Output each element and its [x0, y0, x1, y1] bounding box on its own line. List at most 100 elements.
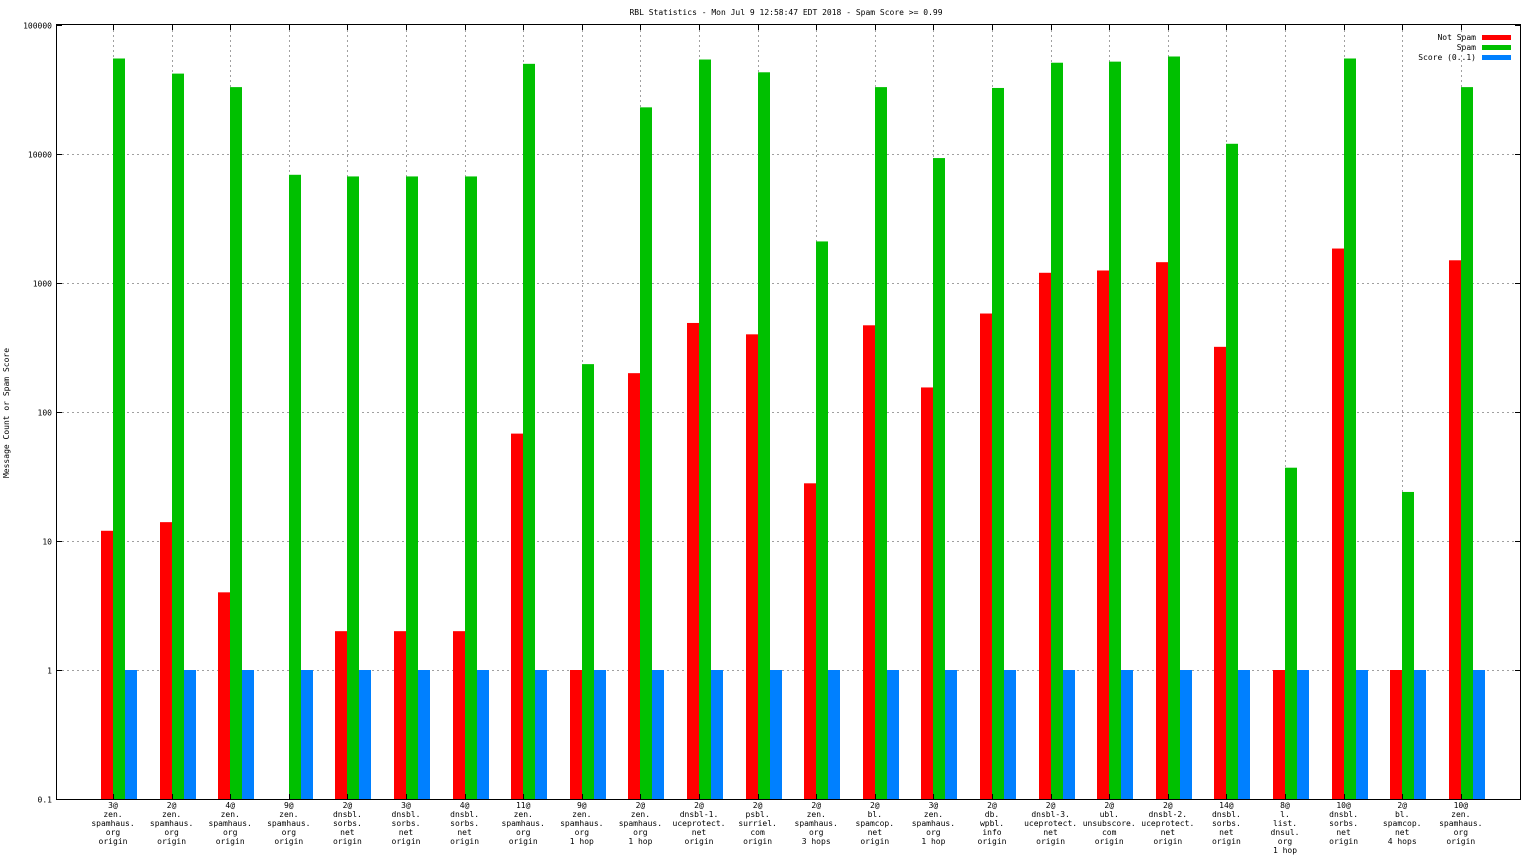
bar-not-spam — [1039, 272, 1051, 799]
bar-score-0-1 — [125, 670, 137, 799]
bar-score-0-1 — [1356, 670, 1368, 799]
bar-not-spam — [1214, 346, 1226, 799]
legend-label: Spam — [1457, 43, 1476, 52]
bar-score-0-1 — [242, 670, 254, 799]
bar-spam — [758, 72, 770, 799]
bar-spam — [172, 73, 184, 800]
bar-not-spam — [921, 387, 933, 799]
bar-score-0-1 — [1414, 670, 1426, 799]
bar-spam — [347, 176, 359, 800]
y-tick-label: 10 — [42, 538, 52, 547]
x-tick-label: 2@ zen. spamhaus. org 1 hop — [619, 801, 662, 846]
x-tick-label: 11@ zen. spamhaus. org origin — [502, 801, 545, 846]
x-tick-label: 3@ zen. spamhaus. org 1 hop — [912, 801, 955, 846]
bar-spam — [640, 107, 652, 800]
x-tick-label: 4@ dnsbl. sorbs. net origin — [450, 801, 479, 846]
bar-not-spam — [863, 325, 875, 799]
bar-not-spam — [687, 322, 699, 799]
x-tick-label: 2@ dnsbl-2. uceprotect. net origin — [1141, 801, 1194, 846]
bar-spam — [699, 59, 711, 800]
bar-not-spam — [335, 631, 347, 799]
x-tick-label: 2@ bl. spamcop. net 4 hops — [1383, 801, 1422, 846]
bar-spam — [1285, 467, 1297, 799]
y-tick-label: 1 — [47, 667, 52, 676]
bar-spam — [992, 87, 1004, 800]
bar-not-spam — [1449, 260, 1461, 799]
bar-spam — [582, 364, 594, 799]
bar-not-spam — [394, 631, 406, 799]
y-tick-label: 100000 — [23, 22, 52, 31]
bar-spam — [465, 176, 477, 800]
x-tick-label: 3@ zen. spamhaus. org origin — [91, 801, 134, 846]
y-tick-label: 100 — [38, 409, 53, 418]
bar-score-0-1 — [1004, 670, 1016, 799]
bar-not-spam — [101, 530, 113, 799]
bar-spam — [1402, 491, 1414, 799]
bar-spam — [1109, 61, 1121, 800]
y-tick-label: 10000 — [28, 151, 52, 160]
x-tick-label: 10@ zen. spamhaus. org origin — [1439, 801, 1482, 846]
bar-score-0-1 — [1473, 670, 1485, 799]
bar-score-0-1 — [594, 670, 606, 799]
x-tick-label: 14@ dnsbl. sorbs. net origin — [1212, 801, 1241, 846]
x-axis-ticks: 3@ zen. spamhaus. org origin 2@ zen. spamhaus. o… — [91, 25, 1482, 855]
bar-spam — [1051, 62, 1063, 799]
x-tick-label: 2@ db. wpbl. info origin — [978, 801, 1007, 846]
legend-swatch — [1482, 45, 1511, 50]
x-tick-label: 4@ zen. spamhaus. org origin — [209, 801, 252, 846]
bar-spam — [1344, 58, 1356, 799]
bar-score-0-1 — [418, 670, 430, 799]
bar-spam — [523, 63, 535, 799]
legend-swatch — [1482, 35, 1511, 40]
bar-spam — [816, 241, 828, 799]
bar-score-0-1 — [1121, 670, 1133, 799]
bar-spam — [230, 87, 242, 800]
bar-spam — [1461, 87, 1473, 800]
bar-score-0-1 — [1297, 670, 1309, 799]
bar-not-spam — [160, 522, 172, 799]
x-tick-label: 9@ zen. spamhaus. org origin — [267, 801, 310, 846]
x-tick-label: 3@ dnsbl. sorbs. net origin — [392, 801, 421, 846]
y-tick-label: 1000 — [33, 280, 52, 289]
legend-swatch — [1482, 55, 1511, 60]
bar-not-spam — [1097, 270, 1109, 799]
bar-spam — [933, 158, 945, 800]
x-tick-label: 2@ dnsbl. sorbs. net origin — [333, 801, 362, 846]
bar-not-spam — [746, 334, 758, 799]
bar-score-0-1 — [652, 670, 664, 799]
x-tick-label: 10@ dnsbl. sorbs. net origin — [1329, 801, 1358, 846]
bar-score-0-1 — [359, 670, 371, 799]
bar-not-spam — [218, 592, 230, 799]
bar-score-0-1 — [828, 670, 840, 799]
bar-score-0-1 — [770, 670, 782, 799]
y-axis-ticks: 0.1 1 10 100 1000 10000 100000 — [23, 22, 1520, 805]
bar-spam — [875, 87, 887, 800]
bar-not-spam — [804, 483, 816, 799]
bar-not-spam — [1156, 262, 1168, 799]
bar-spam — [113, 58, 125, 799]
bar-score-0-1 — [535, 670, 547, 799]
y-axis-label: Message Count or Spam Score — [2, 348, 11, 478]
bars-group — [101, 56, 1485, 800]
bar-score-0-1 — [887, 670, 899, 799]
x-tick-label: 9@ zen. spamhaus. org 1 hop — [560, 801, 603, 846]
bar-not-spam — [628, 373, 640, 799]
plot-frame — [56, 24, 1521, 800]
bar-not-spam — [980, 313, 992, 799]
x-tick-label: 2@ psbl. surriel. com origin — [738, 801, 777, 846]
chart-title: RBL Statistics - Mon Jul 9 12:58:47 EDT … — [629, 8, 942, 17]
bar-not-spam — [1273, 670, 1285, 799]
bar-not-spam — [453, 631, 465, 799]
bar-not-spam — [570, 670, 582, 799]
bar-spam — [289, 174, 301, 800]
bar-score-0-1 — [477, 670, 489, 799]
bar-not-spam — [511, 433, 523, 799]
x-tick-label: 2@ bl. spamcop. net origin — [856, 801, 895, 846]
bar-score-0-1 — [1180, 670, 1192, 799]
bar-score-0-1 — [1063, 670, 1075, 799]
bar-score-0-1 — [945, 670, 957, 799]
bar-spam — [1226, 143, 1238, 799]
bar-score-0-1 — [301, 670, 313, 799]
